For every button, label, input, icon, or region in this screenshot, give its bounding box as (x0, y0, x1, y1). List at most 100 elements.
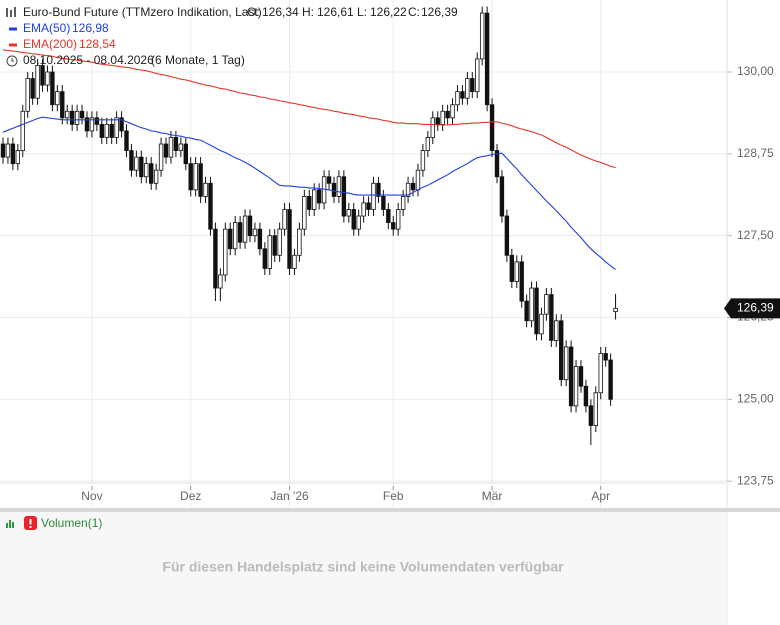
candle-body (484, 12, 490, 106)
candle-body (445, 110, 450, 119)
chart-icon (6, 7, 16, 17)
candle-body (395, 209, 401, 230)
candle-body (99, 123, 104, 138)
candle-body (514, 261, 519, 282)
candle-body (262, 248, 268, 269)
candle-body (69, 110, 75, 125)
candle-body (35, 65, 40, 99)
volume-pane (0, 512, 727, 625)
candle-body (89, 117, 95, 132)
candle-body (549, 294, 554, 341)
candle-body (435, 117, 440, 125)
candle-body (312, 189, 317, 210)
chart-title: Euro-Bund Future (TTMzero Indikation, La… (23, 5, 262, 19)
x-tick-label: Apr (591, 489, 610, 503)
candle-body (50, 71, 55, 106)
candle-body (178, 143, 184, 151)
price-tag (724, 298, 780, 319)
candle-body (554, 320, 559, 341)
clock-icon (6, 55, 18, 67)
candle-body (20, 110, 25, 151)
volume-icon (6, 520, 14, 528)
candle-body (5, 143, 11, 158)
candle-body (524, 300, 529, 322)
candle-body (139, 156, 144, 178)
candle-body (158, 143, 164, 171)
warning-icon (29, 526, 32, 528)
candle-body (237, 222, 243, 243)
candle-body (559, 320, 564, 381)
candle-body (79, 110, 85, 119)
candle-body (346, 209, 351, 217)
x-tick-label: Dez (180, 489, 201, 503)
clock-icon (11, 58, 14, 62)
candle-body (509, 254, 515, 282)
legend-label: EMA(200) (23, 37, 77, 51)
candle-body (440, 110, 445, 125)
candle-body (465, 78, 470, 99)
candle-body (114, 117, 119, 138)
candle-body (425, 137, 431, 151)
candle-body (544, 294, 549, 315)
ohlc-label: L: (357, 5, 367, 19)
candle-body (144, 163, 149, 178)
candle-body (603, 353, 608, 361)
candle-body (168, 137, 174, 158)
candle-body (104, 123, 109, 138)
candle-body (242, 215, 248, 243)
candle-body (203, 182, 208, 197)
candle-body (583, 385, 589, 407)
y-tick-label: 127,50 (737, 228, 774, 242)
candle-body (173, 137, 179, 151)
ohlc-label: O: (247, 5, 260, 19)
candle-body (297, 228, 302, 256)
y-tick-label: 123,75 (737, 473, 774, 487)
candle-body (376, 182, 381, 197)
y-tick-label: 128,75 (737, 146, 774, 160)
candle-body (40, 65, 45, 86)
ohlc-value: 126,22 (370, 5, 407, 19)
candle-body (499, 176, 505, 217)
ema-line (2, 116, 616, 271)
candle-body (134, 156, 139, 171)
candle-body (420, 150, 426, 171)
candle-body (272, 235, 277, 256)
candle-body (598, 353, 603, 394)
candle-body (302, 195, 307, 230)
candle-body (193, 163, 198, 191)
candle-body (326, 176, 332, 184)
candle-body (430, 117, 435, 138)
ohlc-label: C: (408, 5, 420, 19)
x-tick-label: Feb (383, 489, 404, 503)
pane-separator (0, 508, 780, 512)
candle-body (356, 215, 361, 230)
candle-body (351, 209, 356, 230)
candle-body (613, 307, 618, 313)
price-tag-label: 126,39 (737, 301, 774, 315)
candle-body (247, 215, 253, 237)
candle-body (504, 215, 510, 256)
x-tick-label: Jan '26 (270, 489, 309, 503)
candle-body (588, 405, 594, 426)
candle-body (366, 202, 371, 210)
candle-body (489, 104, 495, 151)
volume-title: Volumen(1) (41, 516, 102, 530)
period: 08.10.2025 - 08.04.2026 (23, 53, 154, 67)
candle-body (223, 228, 228, 276)
candle-body (198, 163, 203, 197)
candle-body (391, 222, 396, 230)
candle-body (608, 359, 613, 400)
candle-body (336, 176, 342, 197)
legend-value: 128,54 (79, 37, 116, 51)
candle-body (153, 169, 159, 184)
volume-legend: Volumen(1) Für diesen Handelsplatz sind … (6, 516, 564, 575)
candle-body (494, 150, 500, 178)
candle-body (361, 202, 366, 217)
ohlc-value: 126,61 (317, 5, 354, 19)
candle-body (287, 209, 292, 269)
candle-body (119, 117, 124, 132)
candle-body (450, 104, 455, 119)
candle-body (277, 228, 282, 256)
legend-value: 126,98 (72, 21, 109, 35)
